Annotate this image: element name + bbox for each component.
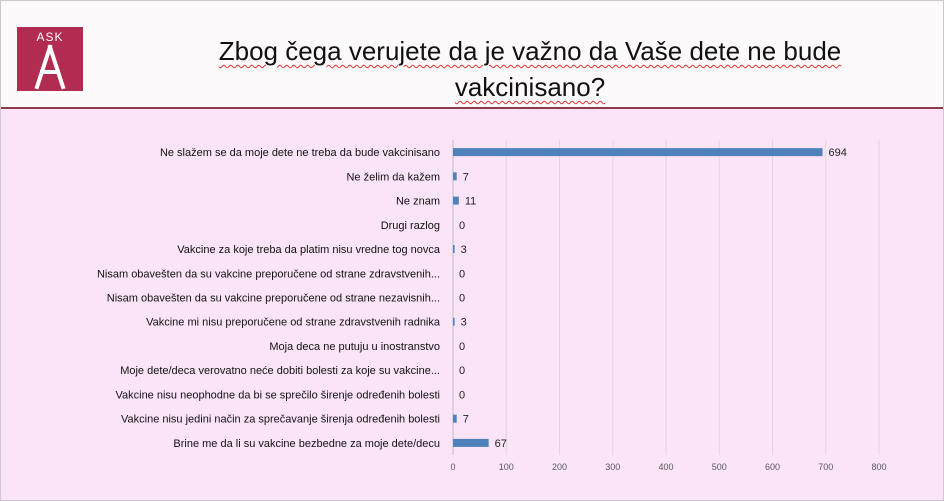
- category-label: Vakcine nisu neophodne da bi se sprečilo…: [115, 389, 440, 401]
- data-label: 11: [465, 196, 476, 208]
- x-tick-label: 800: [871, 462, 886, 472]
- x-tick-label: 400: [658, 462, 673, 472]
- bar: [453, 148, 823, 156]
- x-tick-label: 700: [818, 462, 833, 472]
- x-tick-label: 0: [450, 462, 455, 472]
- category-label: Ne želim da kažem: [346, 171, 440, 183]
- category-label: Nisam obavešten da su vakcine preporučen…: [107, 293, 440, 305]
- data-label: 0: [459, 389, 465, 401]
- bar: [453, 172, 457, 180]
- bar: [453, 245, 455, 253]
- x-tick-label: 600: [765, 462, 780, 472]
- category-label: Drugi razlog: [381, 220, 440, 232]
- data-label: 7: [463, 414, 469, 426]
- x-tick-label: 200: [552, 462, 567, 472]
- x-tick-label: 300: [605, 462, 620, 472]
- category-label: Ne slažem se da moje dete ne treba da bu…: [160, 147, 440, 159]
- data-label: 0: [459, 220, 465, 232]
- data-label: 0: [459, 293, 465, 305]
- data-label: 3: [461, 244, 467, 256]
- bar: [453, 318, 455, 326]
- data-label: 3: [461, 317, 467, 329]
- data-label: 0: [459, 268, 465, 280]
- category-label: Vakcine mi nisu preporučene od strane zd…: [146, 317, 441, 329]
- category-label: Moje dete/deca verovatno neće dobiti bol…: [120, 365, 440, 377]
- bar: [453, 439, 489, 447]
- category-label: Ne znam: [396, 196, 440, 208]
- category-label: Nisam obavešten da su vakcine preporučen…: [97, 268, 440, 280]
- data-label: 67: [495, 438, 507, 450]
- category-label: Brine me da li su vakcine bezbedne za mo…: [173, 438, 440, 450]
- data-label: 0: [459, 365, 465, 377]
- bar: [453, 415, 457, 423]
- x-tick-label: 100: [499, 462, 514, 472]
- category-label: Moja deca ne putuju u inostranstvo: [269, 341, 440, 353]
- bar: [453, 197, 459, 205]
- x-tick-label: 500: [712, 462, 727, 472]
- data-label: 7: [463, 171, 469, 183]
- category-label: Vakcine nisu jedini način za sprečavanje…: [121, 414, 440, 426]
- data-label: 694: [829, 147, 847, 159]
- data-label: 0: [459, 341, 465, 353]
- category-label: Vakcine za koje treba da platim nisu vre…: [177, 244, 441, 256]
